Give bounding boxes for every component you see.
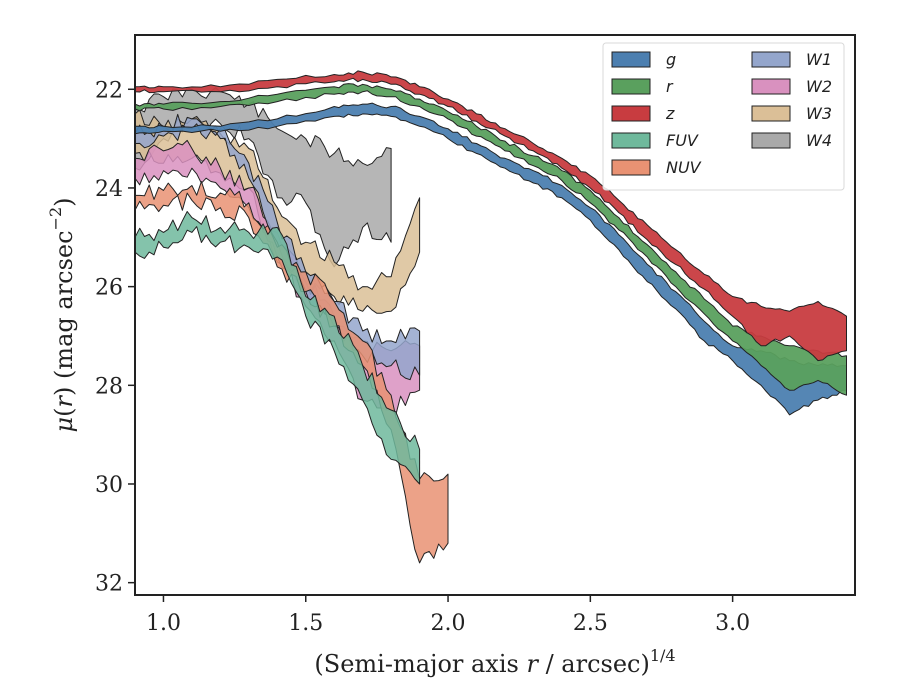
legend-swatch-nuv [611, 159, 651, 176]
legend-swatch-w4 [751, 132, 791, 149]
plot-frame [134, 34, 856, 596]
y-tick-label: 28 [95, 374, 123, 399]
series-band-w4 [134, 87, 392, 268]
x-axis-ticks: 1.0 1.5 2.0 2.5 3.0 [146, 595, 750, 636]
x-axis-label: (Semi-major axis r / arcsec)1/4 [314, 646, 675, 678]
legend-label-nuv: NUV [666, 158, 702, 177]
y-axis-ticks: 22 24 26 28 30 32 [95, 78, 135, 597]
legend-label-w2: W2 [806, 77, 832, 96]
legend-swatch-w1 [751, 51, 791, 68]
legend-label-z: z [665, 104, 675, 123]
y-axis-label: μ(r) (mag arcsec−2) [46, 197, 78, 432]
legend-swatch-g [611, 51, 651, 68]
legend-swatch-z [611, 105, 651, 122]
series-band-z [134, 70, 847, 362]
legend: grz FUV NUV W1 W2 W3 W4 [602, 42, 845, 191]
x-tick-label: 1.5 [288, 611, 323, 636]
legend-label-fuv: FUV [666, 131, 699, 150]
y-tick-label: 24 [95, 177, 123, 202]
legend-label-w4: W4 [806, 131, 832, 150]
y-tick-label: 26 [95, 276, 123, 301]
x-tick-label: 2.5 [573, 611, 608, 636]
y-tick-label: 30 [95, 473, 123, 498]
legend-label-w1: W1 [806, 50, 832, 69]
y-tick-label: 22 [95, 78, 123, 103]
legend-swatch-r [611, 78, 651, 95]
legend-swatch-fuv [611, 132, 651, 149]
series-band-r [134, 83, 847, 396]
legend-label-w3: W3 [806, 104, 832, 123]
legend-swatch-w2 [751, 78, 791, 95]
series-band-nuv [134, 181, 449, 564]
legend-label-g: g [666, 50, 676, 69]
x-tick-label: 3.0 [715, 611, 750, 636]
y-tick-label: 32 [95, 572, 123, 597]
legend-swatch-w3 [751, 105, 791, 122]
series-band-fuv [134, 211, 421, 485]
x-tick-label: 2.0 [431, 611, 466, 636]
x-tick-label: 1.0 [146, 611, 181, 636]
series-band-w1 [134, 113, 421, 381]
plot-area [134, 70, 847, 564]
legend-label-r: r [666, 77, 674, 96]
